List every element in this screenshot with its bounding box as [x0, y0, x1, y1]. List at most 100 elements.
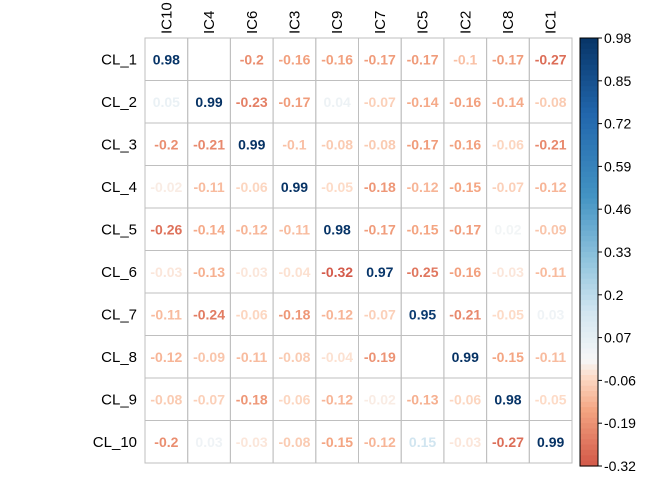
colorbar-segment	[580, 262, 598, 269]
cell-value-label: -0.12	[321, 306, 353, 322]
colorbar-segment	[580, 460, 598, 467]
colorbar-segment	[580, 38, 598, 44]
cell-value-label: -0.07	[364, 306, 396, 322]
colorbar-segment	[580, 134, 598, 141]
heatmap-cell	[528, 420, 573, 464]
cell-value-label: -0.11	[236, 349, 267, 365]
colorbar-segment	[580, 193, 598, 200]
cell-value-label: -0.13	[193, 264, 225, 280]
colorbar-tick-label: -0.32	[604, 458, 636, 474]
colorbar-segment	[580, 310, 598, 317]
column-labels: IC10 IC4 IC6 IC3 IC9 IC7 IC5 IC2 IC8 IC1	[158, 2, 559, 34]
cell-value-label: 0.99	[537, 434, 564, 450]
colorbar-segment	[580, 230, 598, 237]
cell-value-label: -0.03	[236, 264, 268, 280]
cell-value-label: -0.11	[151, 306, 182, 322]
cell-value-label: -0.27	[535, 51, 567, 67]
cell-value-label: -0.05	[321, 179, 353, 195]
cell-value-label: -0.21	[193, 136, 225, 152]
colorbar-segment	[580, 235, 598, 242]
column-label: IC1	[543, 11, 560, 34]
cell-value-label: -0.08	[278, 349, 310, 365]
cell-value-label: 0.99	[238, 136, 265, 152]
colorbar-segment	[580, 64, 598, 71]
cell-value-label: -0.18	[364, 179, 396, 195]
cell-value-label: -0.03	[236, 434, 268, 450]
row-label: CL_6	[101, 264, 137, 281]
colorbar-segment	[580, 86, 598, 93]
cell-value-label: -0.17	[364, 221, 396, 237]
colorbar-segment	[580, 305, 598, 312]
cell-value-label: -0.2	[240, 51, 264, 67]
colorbar-tick-label: -0.19	[604, 415, 636, 431]
cell-value-label: -0.15	[321, 434, 353, 450]
colorbar-tick-label: 0.72	[604, 116, 631, 132]
cell-value-label: -0.26	[150, 221, 182, 237]
cell-value-label: -0.2	[154, 434, 178, 450]
colorbar-segment	[580, 59, 598, 66]
colorbar-segment	[580, 182, 598, 189]
cell-value-label: -0.16	[321, 51, 353, 67]
cell-value-label: 0.03	[195, 434, 222, 450]
cell-value-label: -0.07	[193, 391, 225, 407]
cell-value-label: -0.18	[278, 306, 310, 322]
colorbar-segment	[580, 257, 598, 264]
cell-value-label: 0.99	[281, 179, 308, 195]
colorbar-segment	[580, 171, 598, 178]
colorbar-segment	[580, 439, 598, 446]
cell-value-label: -0.21	[449, 306, 481, 322]
colorbar-segment	[580, 112, 598, 119]
colorbar-segment	[580, 353, 598, 360]
column-label: IC7	[372, 11, 389, 34]
cell-value-label: -0.17	[449, 221, 481, 237]
colorbar-tick-label: 0.85	[604, 73, 631, 89]
colorbar-segment	[580, 380, 598, 387]
cell-value-label: -0.12	[535, 179, 567, 195]
row-label: CL_10	[93, 434, 137, 451]
cell-value-label: 0.98	[494, 391, 521, 407]
column-label: IC10	[158, 2, 175, 34]
cell-value-label: -0.19	[364, 349, 396, 365]
colorbar-segment	[580, 342, 598, 349]
cell-value-label: -0.23	[236, 94, 268, 110]
cell-value-label: -0.1	[453, 51, 477, 67]
cell-value-label: -0.16	[449, 264, 481, 280]
colorbar-segment	[580, 423, 598, 430]
colorbar-segment	[580, 145, 598, 151]
cell-value-label: -0.12	[407, 179, 439, 195]
colorbar-segment	[580, 326, 598, 333]
cell-value-label: -0.05	[492, 306, 524, 322]
colorbar-segment	[580, 252, 598, 258]
colorbar-tick-label: 0.2	[604, 287, 624, 303]
cell-value-label: 0.98	[324, 221, 351, 237]
row-label: CL_8	[101, 349, 137, 366]
colorbar-segment	[580, 43, 598, 50]
cell-value-label: 0.98	[153, 51, 180, 67]
cell-value-label: -0.11	[193, 179, 224, 195]
colorbar-segment	[580, 107, 598, 114]
cell-value-label: -0.06	[492, 136, 524, 152]
cell-value-label: -0.14	[407, 94, 439, 110]
cell-value-label: 0.05	[153, 94, 180, 110]
column-label: IC6	[244, 11, 261, 34]
cell-value-label: -0.2	[154, 136, 178, 152]
cell-value-label: -0.07	[492, 179, 524, 195]
colorbar-segment	[580, 449, 598, 456]
row-label: CL_5	[101, 221, 137, 238]
cell-value-label: -0.12	[236, 221, 268, 237]
colorbar-segment	[580, 332, 598, 339]
column-label: IC2	[457, 11, 474, 34]
cell-value-label: 0.04	[324, 94, 351, 110]
cell-value-label: -0.05	[535, 391, 567, 407]
colorbar-segment	[580, 359, 598, 365]
colorbar-segment	[580, 48, 598, 55]
colorbar-segment	[580, 96, 598, 103]
cell-value-label: -0.27	[492, 434, 524, 450]
row-label: CL_3	[101, 136, 137, 153]
colorbar-tick-label: 0.46	[604, 201, 631, 217]
colorbar-tick-label: 0.33	[604, 244, 631, 260]
colorbar-segment	[580, 412, 598, 419]
colorbar-tick-label: 0.07	[604, 330, 631, 346]
cell-value-label: -0.08	[321, 136, 353, 152]
colorbar-segment	[580, 268, 598, 274]
